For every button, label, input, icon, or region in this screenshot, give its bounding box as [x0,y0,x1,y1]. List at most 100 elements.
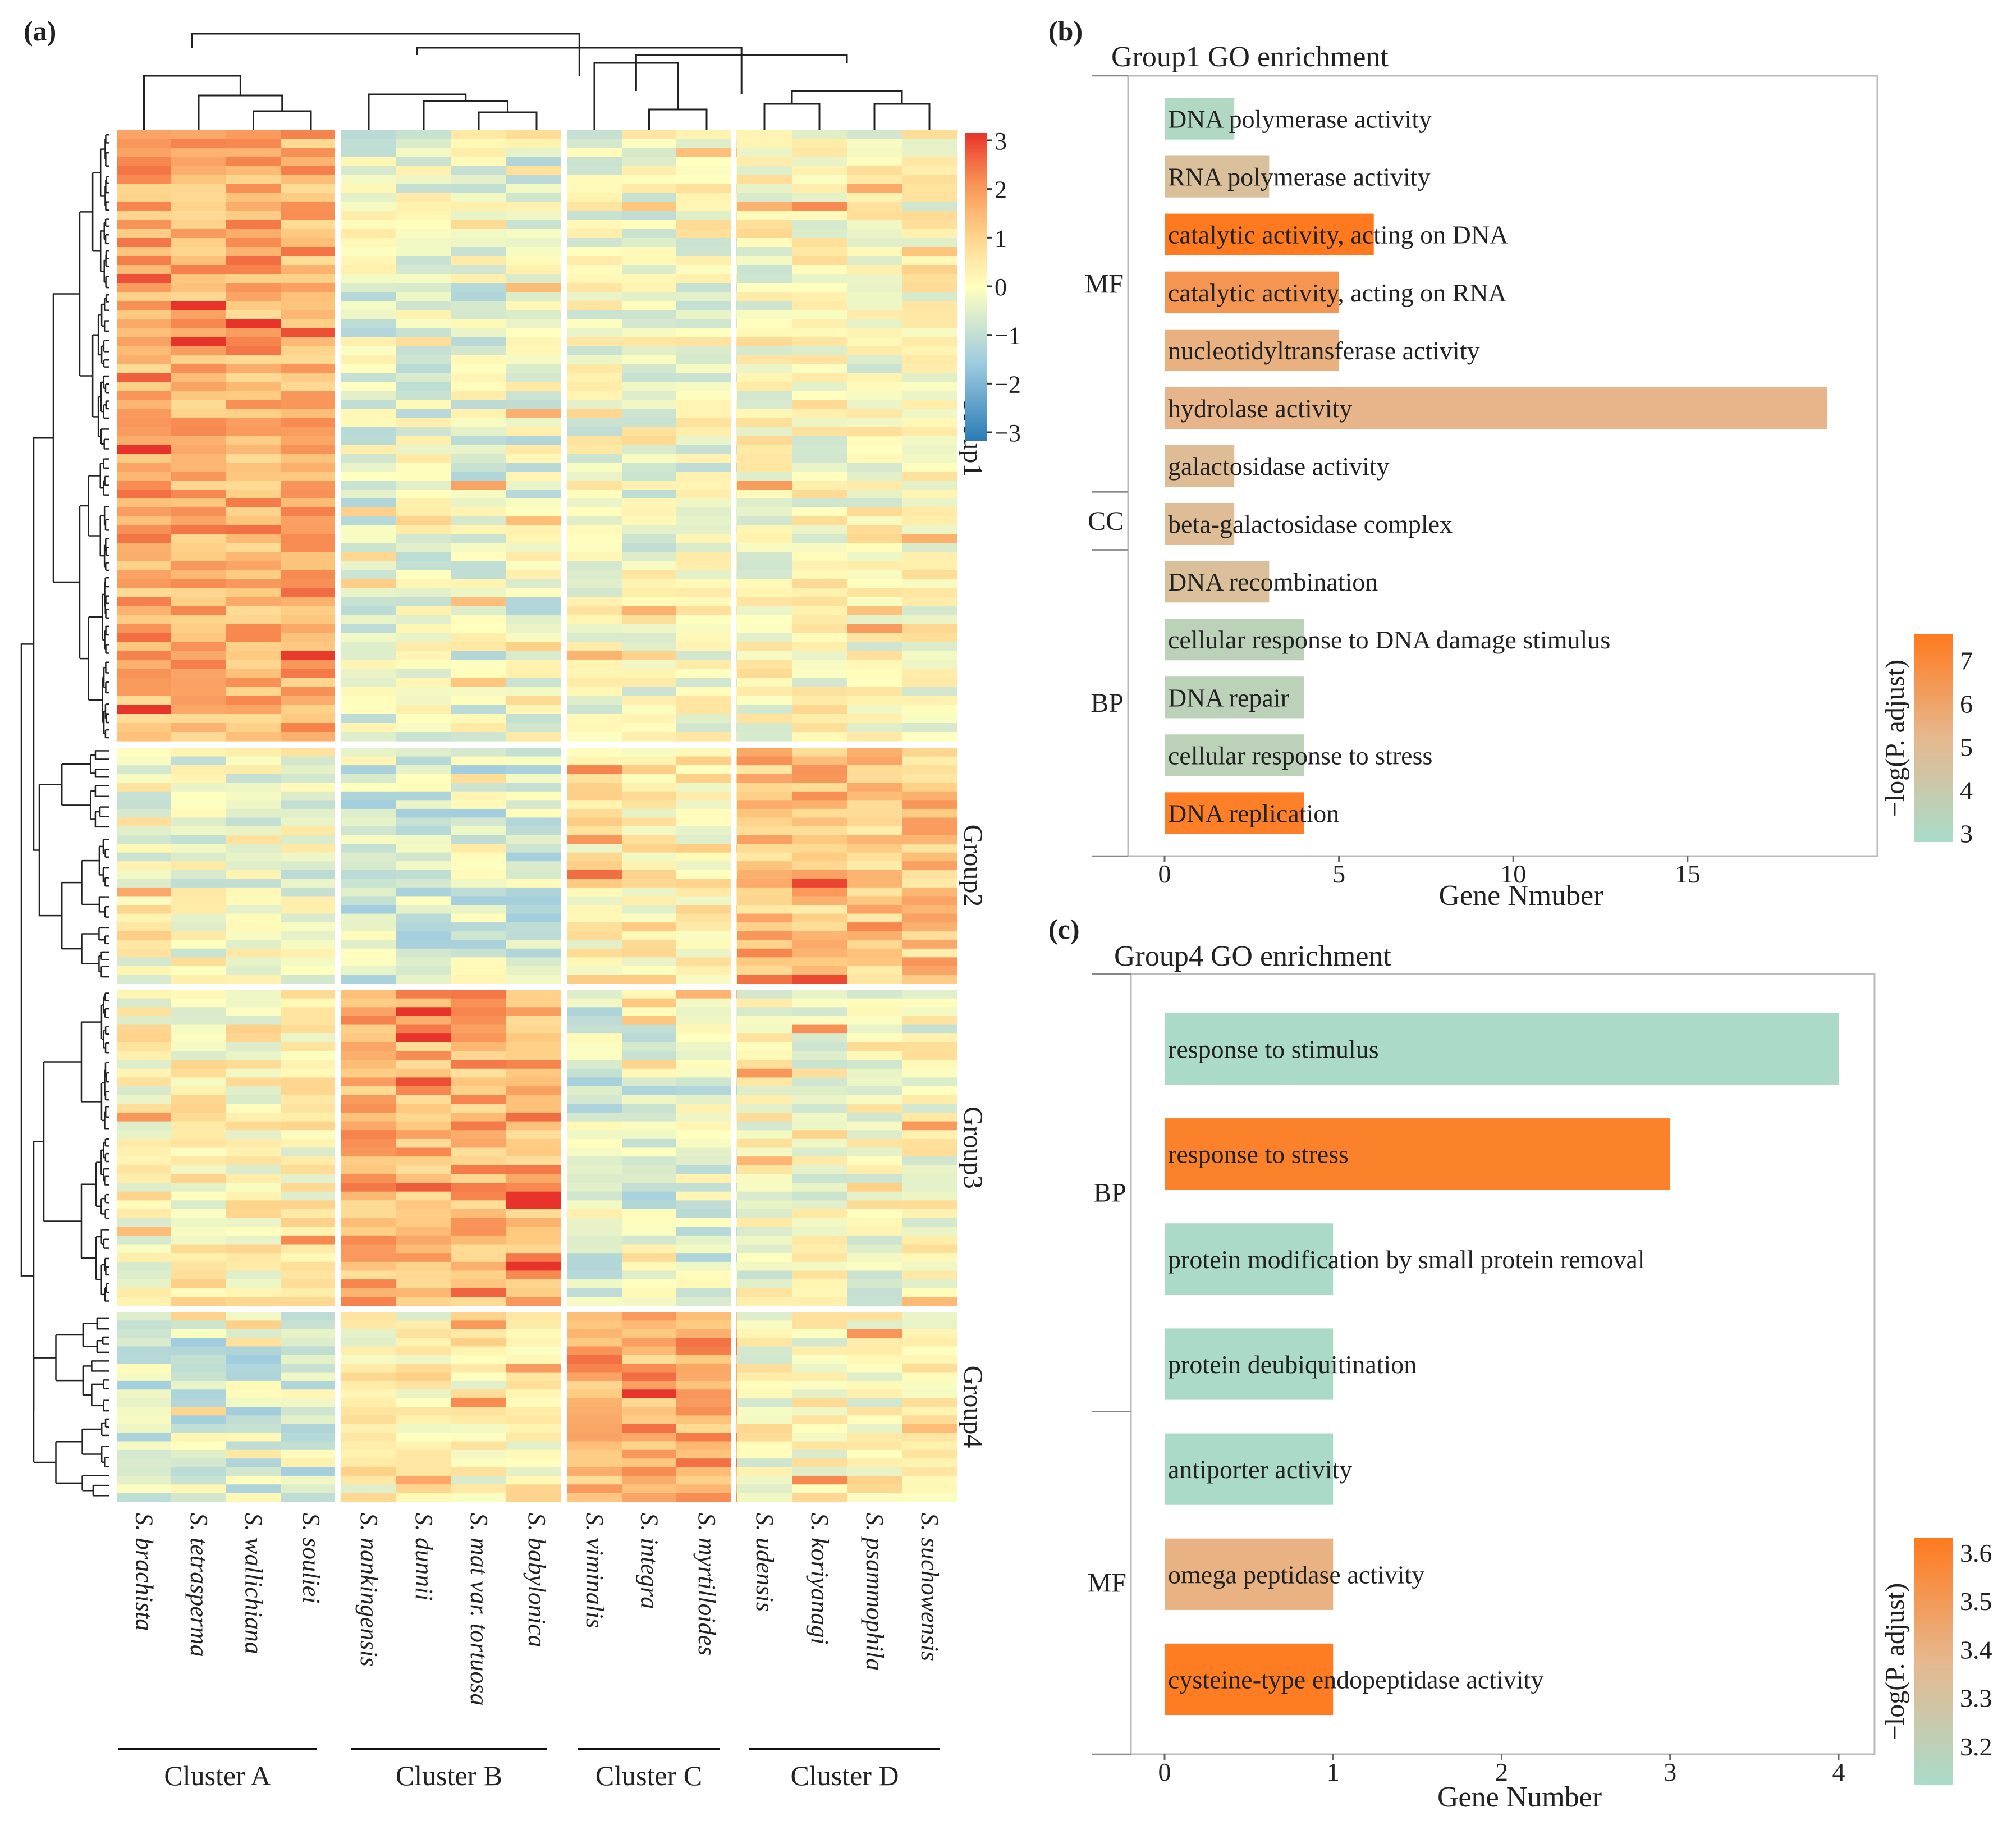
heatmap-cell [341,1147,397,1157]
heatmap-cell [171,1227,227,1236]
heatmap-cell [226,1060,281,1069]
heatmap-cell [171,966,227,976]
heatmap-cell [451,391,507,400]
heatmap-cell [567,606,622,616]
heatmap-cell [847,1016,902,1026]
colorbar-tick: −1 [995,322,1021,350]
heatmap-cell [396,543,452,553]
heatmap-cell [451,166,507,176]
heatmap-cell [226,516,281,526]
heatmap-cell [281,1016,342,1026]
heatmap-cell [737,1068,792,1078]
heatmap-cell [567,301,622,310]
heatmap-cell [847,633,902,643]
heatmap-cell [117,139,172,149]
heatmap-cell [737,887,792,897]
heatmap-cell [117,948,172,958]
heatmap-cell [341,436,397,445]
heatmap-cell [281,552,342,562]
heatmap-cell [902,292,957,301]
heatmap-cell [567,507,622,517]
heatmap-cell [676,948,737,958]
heatmap-cell [396,642,452,652]
heatmap-cell [506,481,567,490]
heatmap-cell [847,887,902,897]
heatmap-cell [676,346,737,355]
heatmap-cell [451,175,507,185]
heatmap-cell [117,765,172,775]
heatmap-cell [506,1279,567,1289]
heatmap-cell [902,283,957,292]
heatmap-cell [281,454,342,463]
heatmap-cell [341,1441,397,1451]
heatmap-cell [226,588,281,598]
heatmap-cell [451,696,507,706]
heatmap-cell [567,472,622,481]
heatmap-cell [676,445,737,454]
heatmap-cell [396,1346,452,1356]
heatmap-cell [281,1372,342,1382]
heatmap-cell [676,1407,737,1416]
heatmap-cell [737,1086,792,1096]
heatmap-cell [902,534,957,544]
bar-label: response to stress [1168,1140,1349,1169]
heatmap-cell [847,130,902,140]
heatmap-cell [622,1389,677,1399]
heatmap-cell [847,678,902,688]
heatmap-cell [171,642,227,652]
heatmap-cell [117,1165,172,1175]
x-tick-label: 5 [1332,859,1345,888]
heatmap-cell [676,1104,737,1113]
heatmap-cell [281,346,342,355]
heatmap-cell [622,922,677,932]
heatmap-cell [396,516,452,526]
heatmap-cell [792,1165,847,1175]
bar [1165,98,1235,140]
heatmap-cell [506,844,567,853]
heatmap-cell [117,579,172,589]
heatmap-cell [451,597,507,607]
heatmap-cell [847,940,902,949]
heatmap-cell [902,1279,957,1289]
heatmap-cell [506,1484,567,1494]
heatmap-cell [792,1121,847,1131]
group-label: Group2 [958,825,988,907]
heatmap-cell [902,774,957,783]
heatmap-cell [506,283,567,292]
heatmap-cell [117,624,172,634]
heatmap-cell [281,166,342,176]
legend-tick: 3.3 [1960,1684,1992,1713]
heatmap-cell [171,879,227,888]
heatmap-cell [902,337,957,346]
heatmap-cell [567,1484,622,1494]
heatmap-cell [676,705,737,715]
heatmap-cell [792,687,847,697]
species-label: S. dunnii [410,1513,438,1600]
heatmap-cell [567,418,622,427]
heatmap-cell [117,723,172,733]
heatmap-cell [171,1147,227,1157]
heatmap-cell [506,490,567,499]
heatmap-cell [506,808,567,818]
heatmap-cell [737,1227,792,1236]
heatmap-cell [117,364,172,373]
heatmap-cell [902,570,957,580]
heatmap-cell [451,229,507,239]
heatmap-cell [341,579,397,589]
heatmap-cell [506,879,567,888]
heatmap-cell [622,748,677,757]
heatmap-cell [396,1441,452,1451]
heatmap-cell [396,1218,452,1227]
heatmap-cell [396,1320,452,1330]
heatmap-cell [792,774,847,783]
heatmap-cell [737,660,792,670]
heatmap-cell [451,1112,507,1122]
heatmap-cell [117,157,172,167]
heatmap-cell [117,940,172,949]
heatmap-cell [902,817,957,827]
heatmap-cell [737,1389,792,1399]
heatmap-cell [506,1060,567,1069]
heatmap-cell [567,1068,622,1078]
heatmap-cell [737,1398,792,1407]
heatmap-cell [737,355,792,364]
